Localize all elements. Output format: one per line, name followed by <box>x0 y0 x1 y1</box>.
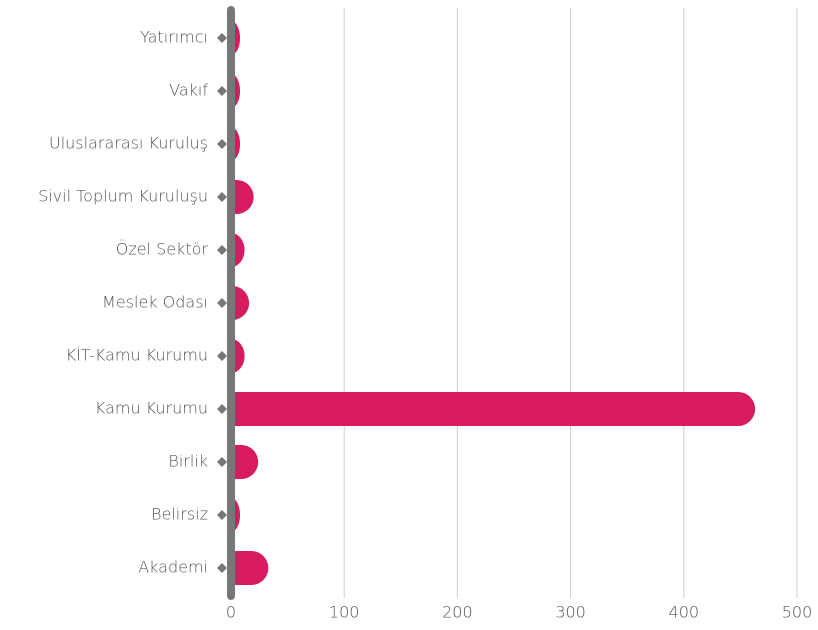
bar <box>231 551 269 585</box>
x-tick-label: 300 <box>555 603 586 622</box>
y-tick-label: Sivil Toplum Kuruluşu <box>38 187 208 206</box>
y-tick-label: Vakıf <box>169 81 208 100</box>
y-tick-label: Belirsiz <box>151 505 208 524</box>
bar <box>231 445 259 479</box>
y-tick-marker <box>217 245 227 255</box>
y-tick-marker <box>217 510 227 520</box>
y-tick-label: Birlik <box>168 452 208 471</box>
bar <box>231 392 756 426</box>
y-tick-marker <box>217 33 227 43</box>
bar <box>231 180 254 214</box>
y-tick-marker <box>217 563 227 573</box>
x-tick-label: 500 <box>782 603 813 622</box>
y-tick-marker <box>217 298 227 308</box>
y-tick-label: Yatırımcı <box>140 28 208 47</box>
x-tick-label: 0 <box>226 603 236 622</box>
x-tick-label: 100 <box>329 603 360 622</box>
bar <box>231 286 250 320</box>
y-tick-marker <box>217 192 227 202</box>
y-tick-label: Uluslararası Kuruluş <box>49 134 208 153</box>
y-tick-label: Özel Sektör <box>116 240 209 259</box>
y-tick-marker <box>217 457 227 467</box>
y-tick-label: Akademi <box>138 558 208 577</box>
y-tick-marker <box>217 351 227 361</box>
y-tick-marker <box>217 404 227 414</box>
y-tick-label: KİT-Kamu Kurumu <box>66 346 208 365</box>
y-tick-label: Meslek Odası <box>102 293 208 312</box>
y-tick-label: Kamu Kurumu <box>95 399 208 418</box>
x-tick-label: 400 <box>669 603 700 622</box>
y-tick-marker <box>217 86 227 96</box>
x-tick-label: 200 <box>442 603 473 622</box>
y-tick-marker <box>217 139 227 149</box>
